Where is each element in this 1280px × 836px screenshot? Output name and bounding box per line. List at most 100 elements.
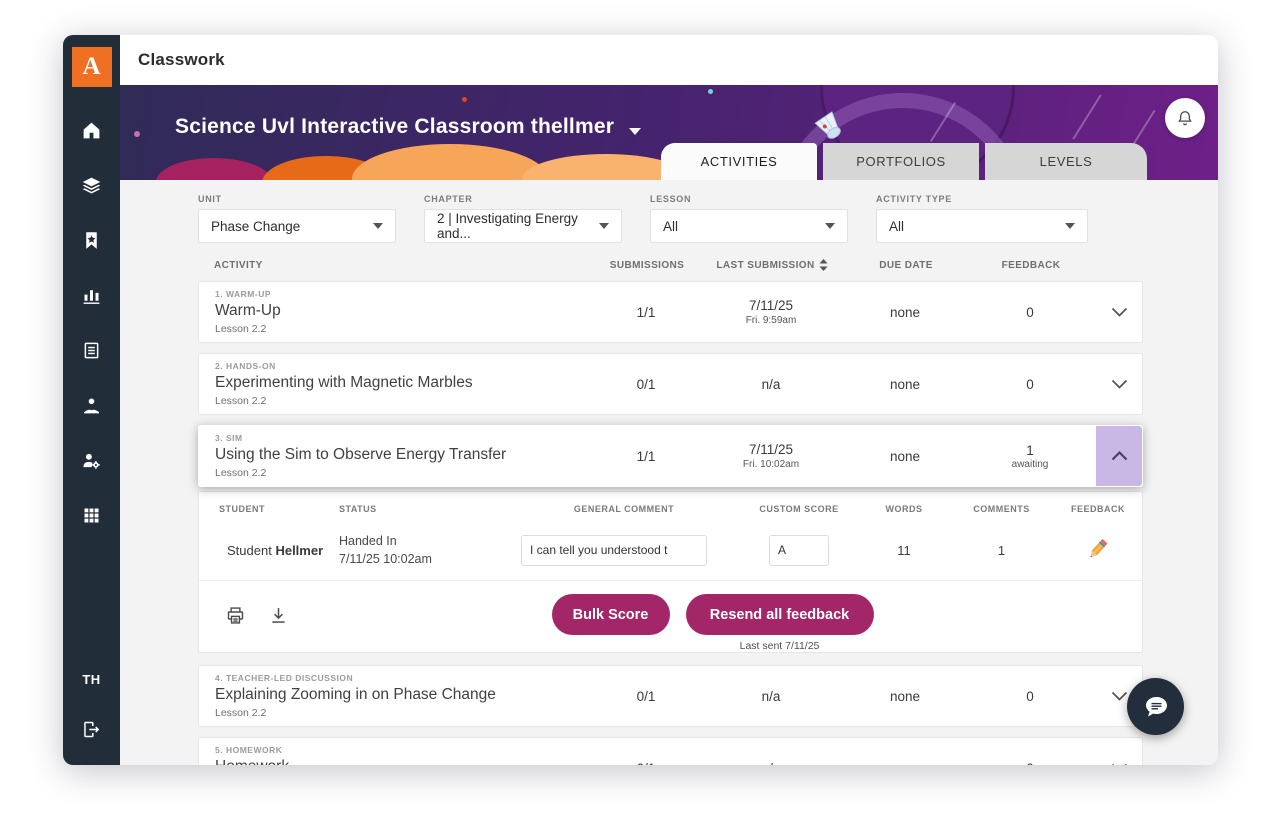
words-count: 11 — [859, 543, 949, 558]
activity-kicker: 4. TEACHER-LED DISCUSSION — [215, 673, 596, 683]
tab-portfolios[interactable]: PORTFOLIOS — [823, 143, 979, 180]
detail-header-words: WORDS — [859, 504, 949, 514]
header-last-submission[interactable]: LAST SUBMISSION — [697, 259, 847, 271]
expand-row-button[interactable] — [1096, 282, 1142, 342]
chapter-filter-label: CHAPTER — [424, 194, 622, 204]
edit-feedback-pencil-icon[interactable] — [1085, 536, 1111, 562]
banner-line-decoration — [1072, 94, 1101, 139]
teaching-lectern-icon[interactable] — [81, 394, 103, 416]
unit-filter-label: UNIT — [198, 194, 396, 204]
header-last-submission-label: LAST SUBMISSION — [716, 260, 814, 271]
activity-detail-panel: STUDENT STATUS GENERAL COMMENT CUSTOM SC… — [198, 491, 1143, 653]
last-submission-time: Fri. 9:59am — [696, 315, 846, 326]
feedback-note: awaiting — [964, 459, 1096, 470]
detail-footer: Bulk Score Resend all feedback Last sent… — [199, 580, 1142, 652]
class-selector-caret-icon[interactable] — [629, 128, 641, 135]
print-icon[interactable] — [225, 605, 246, 631]
due-date-value: none — [846, 761, 964, 766]
tab-levels[interactable]: LEVELS — [985, 143, 1147, 180]
download-icon[interactable] — [268, 605, 289, 631]
table-row: 5. HOMEWORK Homework Lesson 2.2 0/1 n/a … — [198, 737, 1143, 765]
pink-dot-decoration — [134, 131, 140, 137]
lesson-filter-select[interactable]: All — [650, 209, 848, 243]
feedback-count: 0 — [964, 305, 1096, 320]
unit-filter-select[interactable]: Phase Change — [198, 209, 396, 243]
speech-bubble-icon — [1141, 693, 1171, 721]
table-row: 4. TEACHER-LED DISCUSSION Explaining Zoo… — [198, 665, 1143, 727]
activity-title: Using the Sim to Observe Energy Transfer — [215, 446, 596, 464]
last-submission-date: 7/11/25 — [696, 298, 846, 313]
activity-title: Experimenting with Magnetic Marbles — [215, 374, 596, 392]
notifications-button[interactable] — [1165, 98, 1205, 138]
activity-lesson: Lesson 2.2 — [215, 467, 596, 479]
detail-header-status: STATUS — [339, 504, 509, 514]
custom-score-input[interactable] — [769, 535, 829, 566]
activity-lesson: Lesson 2.2 — [215, 323, 596, 335]
page-title: Classwork — [138, 50, 225, 70]
unit-filter-value: Phase Change — [211, 219, 300, 234]
chapter-filter: CHAPTER 2 | Investigating Energy and... — [424, 194, 622, 243]
curriculum-books-icon[interactable] — [81, 174, 103, 196]
activity-lesson: Lesson 2.2 — [215, 395, 596, 407]
chevron-down-icon — [825, 223, 835, 229]
classwork-document-icon[interactable] — [81, 339, 103, 361]
activity-kicker: 3. SIM — [215, 433, 596, 443]
general-comment-input[interactable] — [521, 535, 707, 566]
expand-row-button[interactable] — [1096, 354, 1142, 414]
user-initials[interactable]: TH — [82, 672, 100, 687]
banner-tabs: ACTIVITIES PORTFOLIOS LEVELS — [661, 143, 1147, 180]
class-banner: Science Uvl Interactive Classroom thellm… — [120, 85, 1218, 180]
lesson-filter: LESSON All — [650, 194, 848, 243]
account-settings-icon[interactable] — [81, 449, 103, 471]
chevron-down-icon — [1111, 690, 1128, 702]
resend-all-feedback-button[interactable]: Resend all feedback — [686, 594, 874, 635]
header-due-date: DUE DATE — [847, 260, 965, 271]
bulk-score-button[interactable]: Bulk Score — [552, 594, 670, 635]
sort-icon[interactable] — [819, 259, 828, 271]
expand-row-button[interactable] — [1096, 738, 1142, 765]
sidebar: A — [63, 35, 120, 765]
content-area: UNIT Phase Change CHAPTER 2 | Investigat… — [120, 180, 1218, 765]
lesson-filter-value: All — [663, 219, 678, 234]
activity-type-filter-select[interactable]: All — [876, 209, 1088, 243]
apps-grid-icon[interactable] — [81, 504, 103, 526]
feedback-count: 0 — [964, 377, 1096, 392]
feedback-count: 1 — [964, 443, 1096, 458]
table-row: 1. WARM-UP Warm-Up Lesson 2.2 1/1 7/11/2… — [198, 281, 1143, 343]
home-icon[interactable] — [81, 119, 103, 141]
last-submission-date: n/a — [696, 761, 846, 766]
app-window: A — [63, 35, 1218, 765]
lesson-filter-label: LESSON — [650, 194, 848, 204]
feedback-count: 0 — [964, 761, 1096, 766]
chevron-down-icon — [373, 223, 383, 229]
due-date-value: none — [846, 689, 964, 704]
status-line1: Handed In — [339, 532, 509, 550]
last-submission-time: Fri. 10:02am — [696, 459, 846, 470]
student-name: Hellmer — [275, 543, 323, 558]
class-title: Science Uvl Interactive Classroom thellm… — [175, 115, 641, 139]
chevron-down-icon — [1065, 223, 1075, 229]
due-date-value: none — [846, 449, 964, 464]
chevron-down-icon — [1111, 762, 1128, 765]
collapse-row-button[interactable] — [1096, 426, 1142, 486]
detail-header-comments: COMMENTS — [949, 504, 1054, 514]
table-row: 2. HANDS-ON Experimenting with Magnetic … — [198, 353, 1143, 415]
chat-button[interactable] — [1127, 678, 1184, 735]
chapter-filter-select[interactable]: 2 | Investigating Energy and... — [424, 209, 622, 243]
amplify-logo[interactable]: A — [72, 47, 112, 87]
bookmark-star-icon[interactable] — [81, 229, 103, 251]
chevron-down-icon — [1111, 378, 1128, 390]
chevron-up-icon — [1111, 450, 1128, 462]
activity-kicker: 1. WARM-UP — [215, 289, 596, 299]
chevron-down-icon — [599, 223, 609, 229]
reports-chart-icon[interactable] — [81, 284, 103, 306]
activity-lesson: Lesson 2.2 — [215, 707, 596, 719]
banner-wave-peach — [352, 144, 548, 180]
status-line2: 7/11/25 10:02am — [339, 550, 509, 568]
logout-icon[interactable] — [81, 719, 102, 745]
detail-header-custom-score: CUSTOM SCORE — [739, 504, 859, 514]
tab-activities[interactable]: ACTIVITIES — [661, 143, 817, 180]
detail-header-general-comment: GENERAL COMMENT — [509, 504, 739, 514]
last-submission-date: n/a — [696, 689, 846, 704]
topbar: Classwork — [120, 35, 1218, 85]
